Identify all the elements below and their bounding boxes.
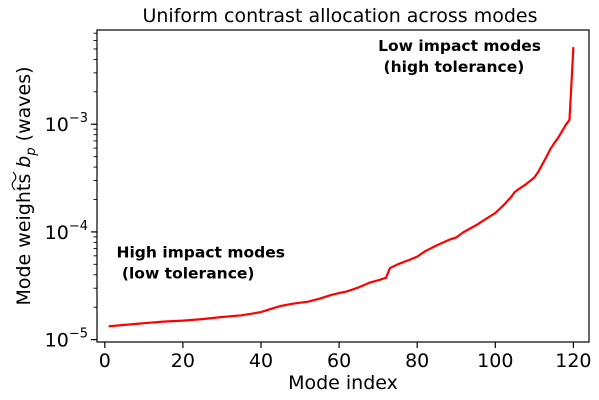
y-tick-label: 10−3 — [45, 111, 88, 136]
annotation-line: (low tolerance) — [117, 264, 255, 282]
y-tick-label: 10−4 — [45, 219, 88, 244]
y-axis-label-prefix: Mode weights — [13, 168, 35, 306]
annotation-text: High impact modes (low tolerance) — [117, 243, 285, 282]
y-axis-label: Mode weights bp (waves) — [13, 66, 39, 305]
y-axis-label-tilde — [11, 171, 17, 191]
x-axis-label: Mode index — [288, 372, 398, 394]
y-tick-label-base: 10 — [45, 114, 69, 136]
y-axis-label-subscript: p — [24, 147, 39, 156]
y-axis-label-suffix: (waves) — [13, 66, 35, 147]
x-tick-label: 120 — [555, 350, 591, 372]
annotation-text: Low impact modes (high tolerance) — [378, 37, 541, 76]
x-tick-label: 40 — [249, 350, 273, 372]
y-tick-label: 10−5 — [45, 327, 88, 352]
chart-title: Uniform contrast allocation across modes — [142, 5, 537, 27]
annotation-line: Low impact modes — [378, 37, 541, 55]
y-tick-label-base: 10 — [45, 222, 69, 244]
y-tick-label-exponent: −4 — [69, 219, 88, 234]
x-tick-label: 100 — [477, 350, 513, 372]
annotations: Low impact modes (high tolerance) High im… — [117, 37, 542, 283]
annotation-line: (high tolerance) — [378, 58, 524, 76]
plot-area-frame — [96, 29, 590, 343]
x-tick-label: 60 — [327, 350, 351, 372]
series-line — [108, 47, 575, 328]
x-tick-label: 0 — [99, 350, 111, 372]
x-tick-label: 20 — [171, 350, 195, 372]
annotation-line: High impact modes — [117, 243, 285, 261]
y-tick-label-exponent: −5 — [69, 327, 88, 342]
series-group — [108, 47, 575, 328]
y-tick-label-base: 10 — [45, 330, 69, 352]
y-axis-label-symbol: b — [13, 156, 35, 168]
y-tick-label-exponent: −3 — [69, 111, 88, 126]
x-tick-label: 80 — [405, 350, 429, 372]
